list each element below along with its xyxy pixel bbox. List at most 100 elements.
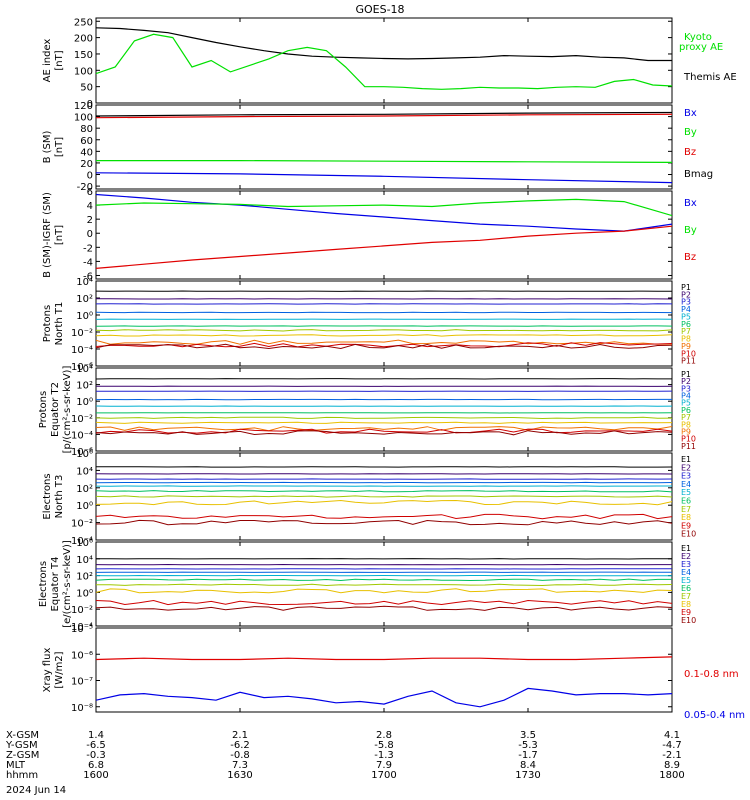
orbit-row-label: MLT <box>6 760 26 771</box>
legend-label: proxy AE <box>679 42 723 53</box>
legend-label: P8 <box>681 335 691 344</box>
series-line-bx <box>96 172 672 184</box>
legend-label: E9 <box>681 521 691 530</box>
ytick-label: 10⁻⁸ <box>71 703 93 714</box>
ytick-label: 10⁶ <box>76 449 93 460</box>
orbit-cell: 7.3 <box>232 760 248 771</box>
data-layer <box>96 27 672 90</box>
ytick-label: 10⁴ <box>76 555 93 566</box>
legend-label: E10 <box>681 616 696 625</box>
legend-label: P9 <box>681 427 691 436</box>
orbit-cell: 3.5 <box>520 730 536 741</box>
legend-label: E1 <box>681 544 691 553</box>
orbit-cell: 1.4 <box>88 730 104 741</box>
axis-label: [p/(cm²-s-sr-keV)] <box>62 366 73 454</box>
legend-label: 0.05-0.4 nm <box>684 710 745 721</box>
axis-label: North T3 <box>54 475 65 519</box>
legend-label: P11 <box>681 442 696 451</box>
channel-line-e8 <box>96 499 672 506</box>
orbit-cell: -6.5 <box>86 740 106 751</box>
orbit-cell: 1730 <box>515 770 540 781</box>
panel-1: 250 200 150 100 50 0 AE index [nT] Themis AE Kyot… <box>42 17 737 110</box>
panel-4: 10⁴ 10² 10⁰ 10⁻² 10⁻⁴ 10⁻⁶ Protons North T1 P1P2… <box>42 277 696 373</box>
date-label: 2024 Jun 14 <box>6 785 66 796</box>
ytick-label: 10⁻² <box>71 605 93 616</box>
legend-label: E8 <box>681 513 691 522</box>
legend-label: E2 <box>681 552 691 561</box>
data-layer <box>96 193 672 269</box>
orbit-cell: 2.8 <box>376 730 392 741</box>
legend-label: E7 <box>681 592 691 601</box>
orbit-cell: -5.8 <box>374 740 394 751</box>
series-line-0-05-0-4-nm <box>96 687 672 708</box>
ytick-label: 10² <box>76 381 93 392</box>
panel-frame <box>95 17 673 104</box>
legend-label: E1 <box>681 455 691 464</box>
series-line-bx <box>96 193 672 232</box>
legend-label: P10 <box>681 349 696 358</box>
legend-label: E4 <box>681 480 691 489</box>
ytick-label: 250 <box>74 17 93 28</box>
ytick-label: 10⁻⁴ <box>71 536 93 547</box>
legend-label: By <box>684 127 697 138</box>
ytick-label: 10⁻⁶ <box>71 362 93 373</box>
legend-label: P5 <box>681 312 691 321</box>
channel-line-p7 <box>96 329 672 332</box>
ytick-label: 0 <box>87 99 93 110</box>
orbit-cell: 6.8 <box>88 760 104 771</box>
series-line-by <box>96 160 672 163</box>
orbit-row-label: X-GSM <box>6 730 39 741</box>
axis-label: Protons <box>42 305 53 342</box>
axis-label: AE index <box>42 39 53 83</box>
data-layer <box>96 378 672 436</box>
orbit-cell: -6.2 <box>230 740 250 751</box>
channel-line-e6 <box>96 490 672 493</box>
legend-label: P8 <box>681 420 691 429</box>
ytick-label: 80 <box>80 124 93 135</box>
ytick-label: 10⁻⁴ <box>71 345 93 356</box>
data-layer <box>96 290 672 350</box>
axis-label: Electrons <box>38 561 49 607</box>
channel-line-p9 <box>96 426 672 432</box>
ytick-label: 0 <box>87 229 93 240</box>
ytick-label: 10⁻⁶ <box>71 447 93 458</box>
series-line-0-1-0-8-nm <box>96 656 672 661</box>
orbit-row-label: Y-GSM <box>5 740 38 751</box>
legend-label: Bmag <box>684 169 713 180</box>
ytick-label: 10² <box>76 572 93 583</box>
channel-line-e7 <box>96 495 672 498</box>
axis-label: Electrons <box>42 473 53 519</box>
axis-label: B (SM)-IGRF (SM) <box>42 192 53 278</box>
ytick-label: 2 <box>87 215 93 226</box>
ytick-label: 10⁰ <box>76 588 93 599</box>
legend-label: E6 <box>681 584 691 593</box>
axis-label: [W/m2] <box>54 651 65 688</box>
panel-frame <box>95 190 673 280</box>
ytick-label: 10⁻² <box>71 328 93 339</box>
legend-label: E3 <box>681 560 691 569</box>
channel-line-e9 <box>96 599 672 606</box>
channel-line-p8 <box>96 334 672 337</box>
legend-label: E7 <box>681 505 691 514</box>
orbit-cell: -1.3 <box>374 750 394 761</box>
orbit-cell: 7.9 <box>376 760 392 771</box>
ytick-label: 10² <box>76 484 93 495</box>
ytick-label: 10⁻⁶ <box>71 650 93 661</box>
legend-label: P2 <box>681 290 691 299</box>
legend-label: E2 <box>681 463 691 472</box>
axis-label: B (SM) <box>42 130 53 163</box>
legend-label: P1 <box>681 370 691 379</box>
ytick-label: 10⁻⁵ <box>71 624 93 635</box>
orbit-cell: -0.8 <box>230 750 250 761</box>
orbit-cell: 4.1 <box>664 730 680 741</box>
ytick-label: -20 <box>77 182 93 193</box>
channel-line-p10 <box>96 428 672 434</box>
channel-line-p10 <box>96 342 672 348</box>
legend-label: P9 <box>681 342 691 351</box>
ytick-label: 10⁻⁷ <box>71 677 93 688</box>
panel-frame <box>95 280 673 367</box>
legend-label: P10 <box>681 435 696 444</box>
legend-label: E8 <box>681 600 691 609</box>
data-layer <box>96 466 672 526</box>
